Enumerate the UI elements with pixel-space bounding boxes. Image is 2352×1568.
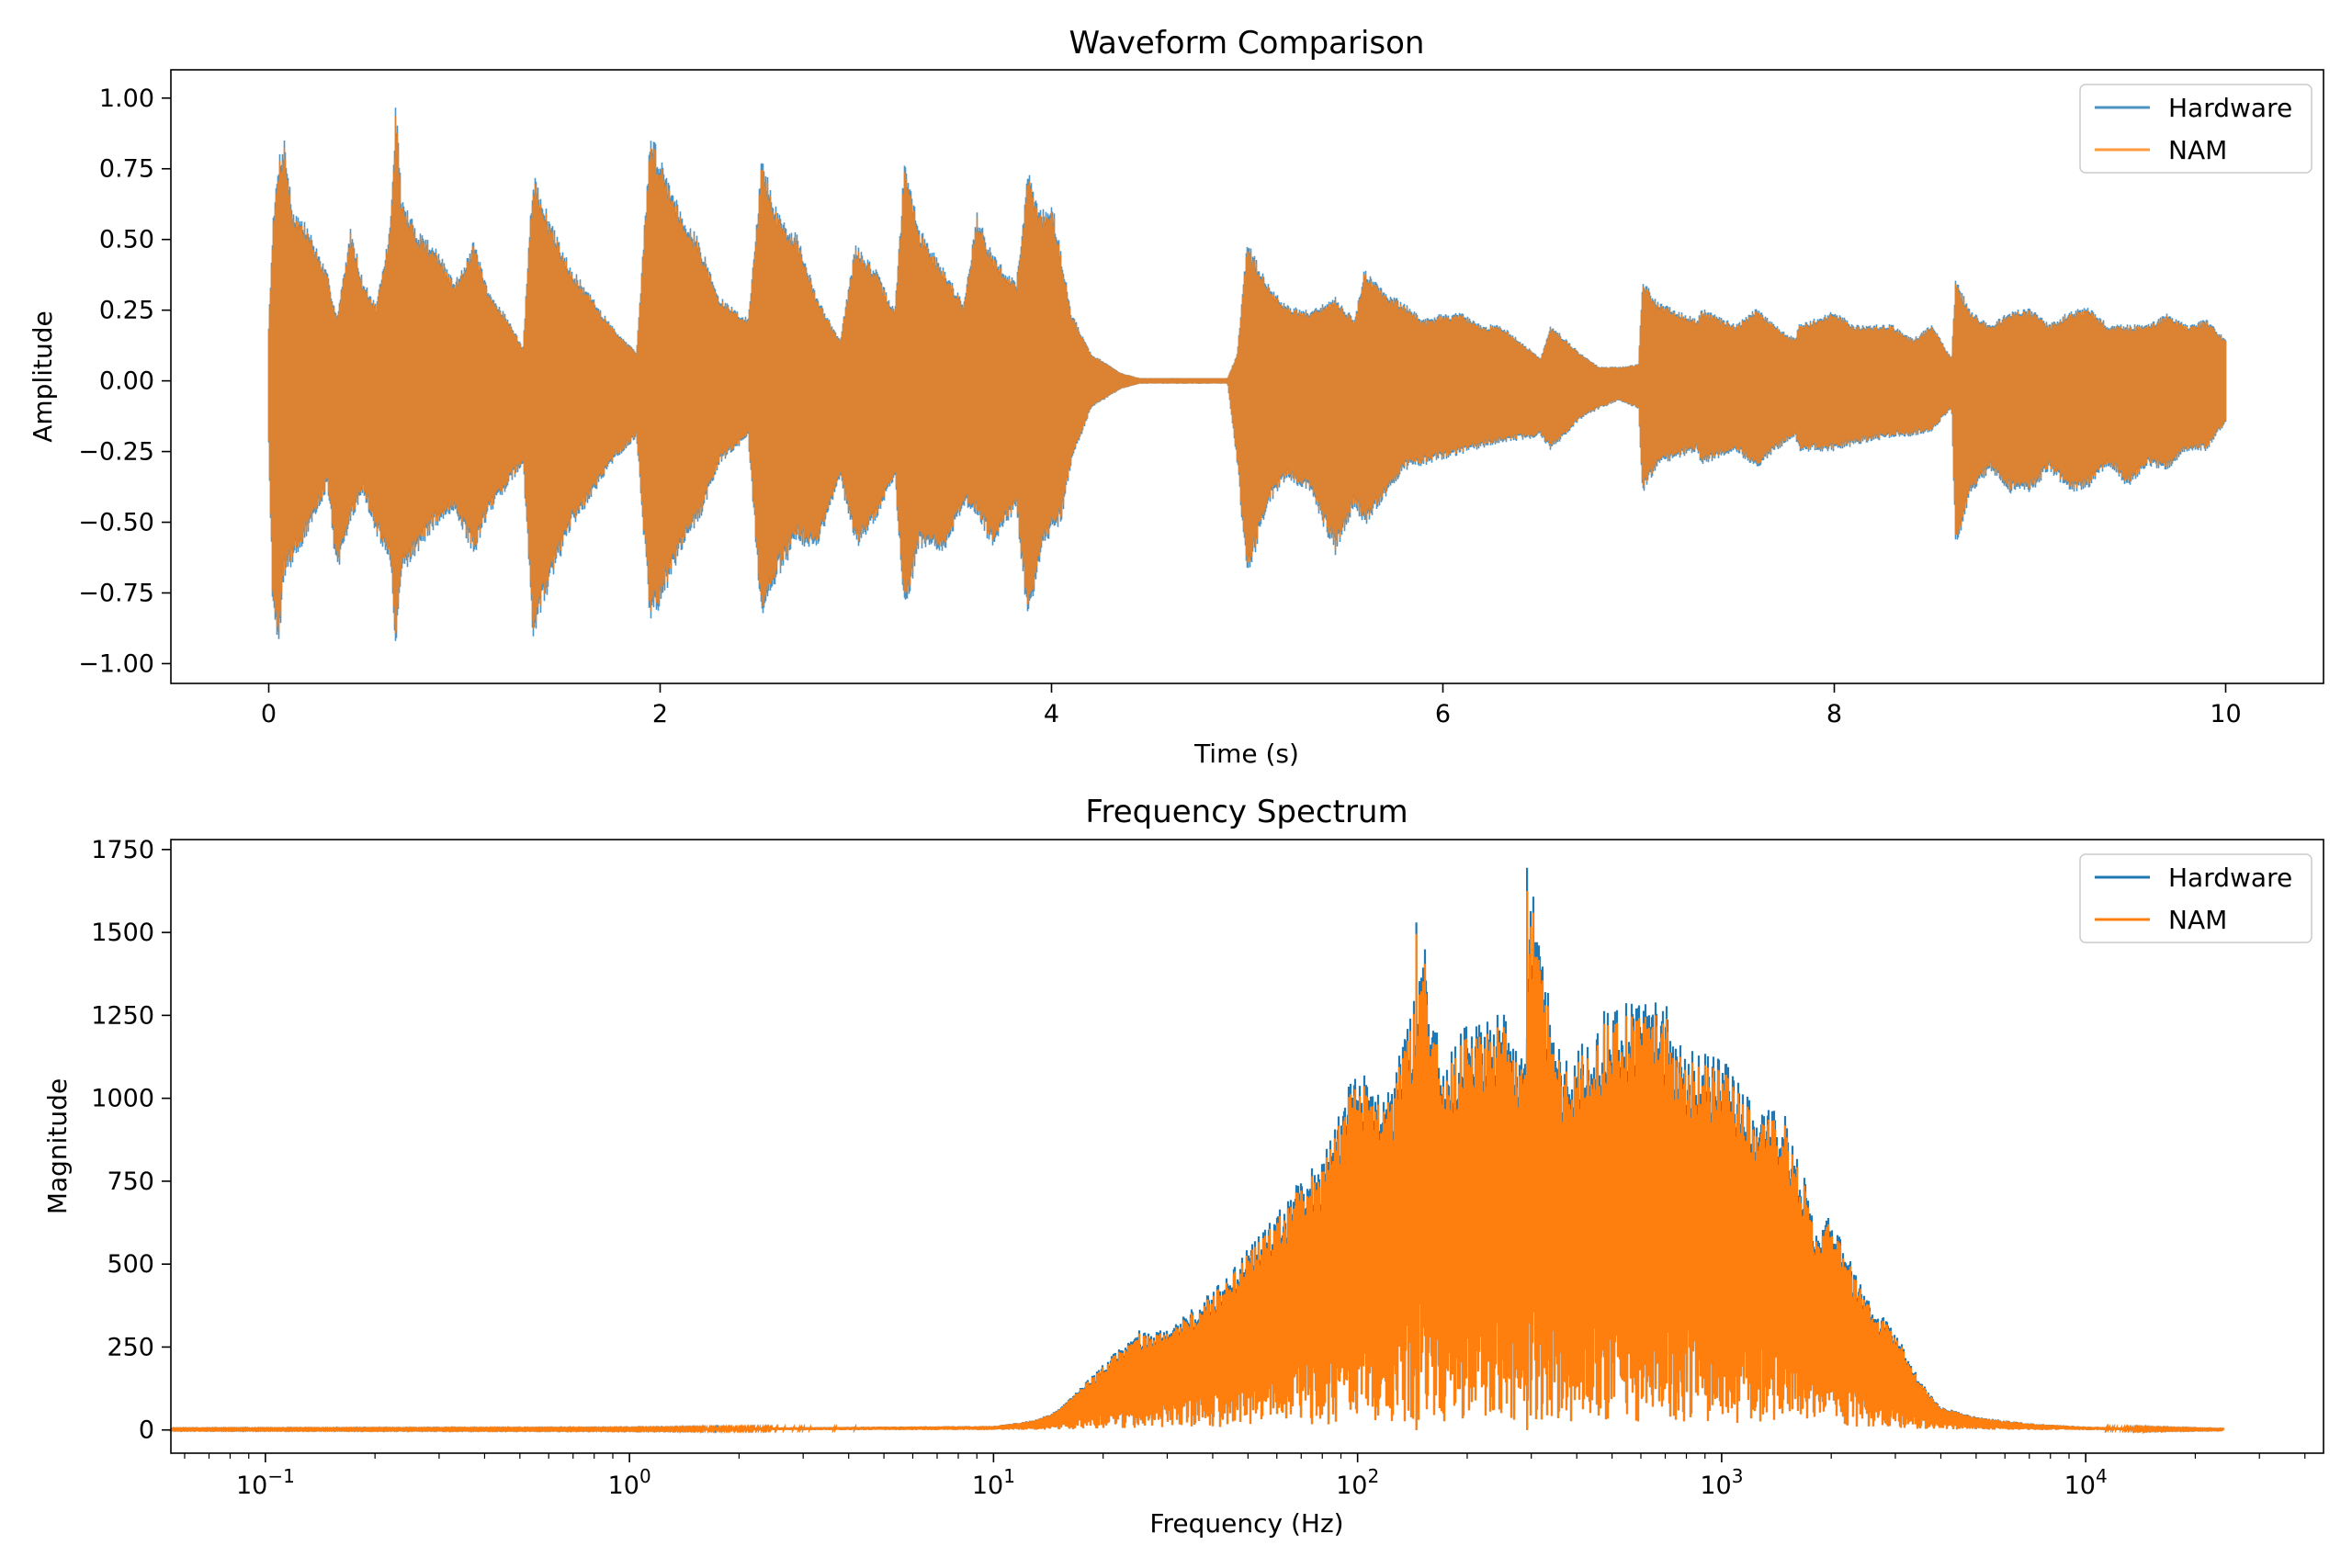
waveform-xtick-label: 0 bbox=[261, 700, 277, 728]
waveform-ylabel: Amplitude bbox=[28, 310, 58, 443]
waveform-xlabel: Time (s) bbox=[1193, 739, 1299, 769]
waveform-xtick-label: 10 bbox=[2210, 700, 2241, 728]
waveform-legend-label-nam: NAM bbox=[2168, 135, 2227, 165]
waveform-axes-frame bbox=[170, 69, 2324, 684]
waveform-ytick-label: −1.00 bbox=[78, 649, 154, 678]
waveform-ytick-label: 0.50 bbox=[99, 226, 154, 254]
spectrum-xtick-label: 104 bbox=[2064, 1465, 2108, 1500]
spectrum-ytick-label: 0 bbox=[139, 1416, 154, 1445]
spectrum-axes-frame bbox=[170, 839, 2324, 1454]
spectrum-ylabel: Magnitude bbox=[42, 1078, 73, 1214]
spectrum-ytick-label: 1750 bbox=[91, 836, 154, 864]
spectrum-ytick-label: 1000 bbox=[91, 1085, 154, 1113]
waveform-xtick-label: 6 bbox=[1435, 700, 1451, 728]
waveform-legend: Hardware NAM bbox=[2079, 84, 2312, 174]
waveform-ytick-label: 0.75 bbox=[99, 155, 154, 184]
waveform-ytick-label: 0.25 bbox=[99, 297, 154, 325]
spectrum-xtick-label: 103 bbox=[1700, 1465, 1743, 1500]
waveform-ytick-label: −0.25 bbox=[78, 438, 154, 467]
spectrum-xtick-label: 10−1 bbox=[236, 1465, 295, 1500]
waveform-series-group bbox=[267, 107, 2227, 641]
waveform-xtick-label: 2 bbox=[652, 700, 668, 728]
waveform-title: Waveform Comparison bbox=[1069, 25, 1425, 62]
spectrum-chart: Frequency Spectrum 10−1 100 101 102 103 104 17… bbox=[42, 794, 2324, 1539]
spectrum-ytick-label: 1250 bbox=[91, 1001, 154, 1030]
waveform-ytick-label: 1.00 bbox=[99, 85, 154, 113]
waveform-legend-label-hardware: Hardware bbox=[2168, 93, 2292, 123]
waveform-ytick-label: 0.00 bbox=[99, 367, 154, 396]
spectrum-line-nam bbox=[169, 891, 2225, 1434]
spectrum-xtick-label: 102 bbox=[1336, 1465, 1379, 1500]
spectrum-legend-label-nam: NAM bbox=[2168, 905, 2227, 935]
spectrum-xtick-label: 101 bbox=[972, 1465, 1015, 1500]
spectrum-ytick-label: 750 bbox=[107, 1168, 154, 1196]
spectrum-ytick-label: 1500 bbox=[91, 919, 154, 947]
spectrum-xtick-label: 100 bbox=[608, 1465, 651, 1500]
waveform-ytick-label: −0.50 bbox=[78, 509, 154, 537]
spectrum-ytick-label: 250 bbox=[107, 1333, 154, 1361]
waveform-ytick-label: −0.75 bbox=[78, 579, 154, 607]
waveform-line-nam bbox=[267, 116, 2227, 634]
waveform-ticks: 0 2 4 6 8 10 1.00 0.75 0.50 0.25 0.00 −0.25 −0.50 −0.… bbox=[78, 85, 2241, 728]
spectrum-legend: Hardware NAM bbox=[2079, 853, 2312, 943]
waveform-xtick-label: 8 bbox=[1826, 700, 1842, 728]
spectrum-ticks: 10−1 100 101 102 103 104 1750 1500 1250 1000 750 50… bbox=[91, 836, 2306, 1500]
spectrum-xlabel: Frequency (Hz) bbox=[1149, 1508, 1343, 1539]
waveform-xtick-label: 4 bbox=[1044, 700, 1059, 728]
spectrum-legend-label-hardware: Hardware bbox=[2168, 863, 2292, 893]
spectrum-ytick-label: 500 bbox=[107, 1250, 154, 1279]
spectrum-series-group bbox=[169, 867, 2225, 1434]
spectrum-title: Frequency Spectrum bbox=[1085, 794, 1408, 830]
waveform-chart: Waveform Comparison 0 2 4 6 8 101.000.750.500… bbox=[28, 25, 2324, 769]
